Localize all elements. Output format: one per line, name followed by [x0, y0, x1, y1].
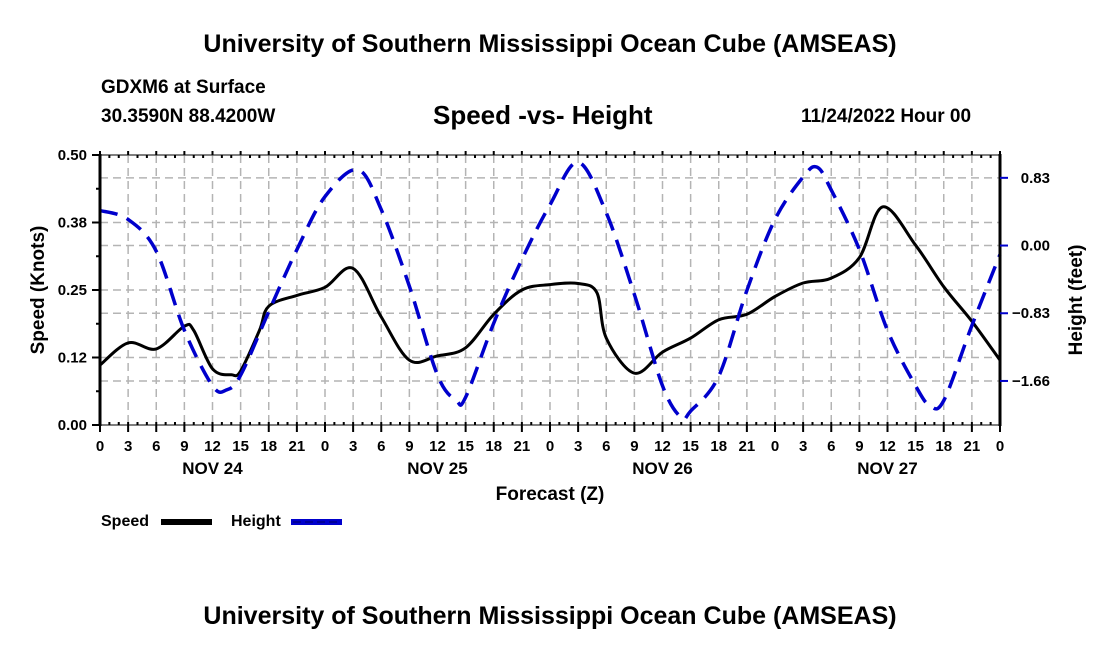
legend-swatch-height: [291, 519, 342, 525]
legend: Speed Height: [101, 513, 342, 530]
x-tick-label: 18: [935, 438, 952, 455]
x-tick-label: 21: [964, 438, 981, 455]
x-tick-label: 0: [771, 438, 779, 455]
x-axis-title: Forecast (Z): [496, 484, 605, 505]
x-tick-label: 21: [514, 438, 531, 455]
x-tick-label: 18: [485, 438, 502, 455]
coordinates-label: 30.3590N 88.4200W: [101, 106, 276, 127]
axis-labels: 0 3 6 9 12 15 18 21 0 3 6 9 12 15 18 21 0 3 6 9 12 15 18 21 0 3 6 9…: [28, 147, 1087, 505]
y-tick-label-right: −0.83: [1012, 305, 1050, 322]
legend-label-speed: Speed: [101, 513, 149, 530]
legend-label-height: Height: [231, 513, 281, 530]
axis-ticks: [92, 151, 1008, 432]
y-tick-label-right: 0.83: [1021, 170, 1050, 187]
y2-axis-title: Height (feet): [1066, 245, 1087, 356]
x-tick-label: 21: [289, 438, 306, 455]
x-tick-label: 15: [232, 438, 249, 455]
data-point-height: [356, 168, 360, 172]
x-tick-label: 9: [855, 438, 863, 455]
series-layer: [99, 160, 1002, 422]
x-tick-label: 3: [574, 438, 582, 455]
data-point-height: [454, 399, 458, 403]
station-label: GDXM6 at Surface: [101, 77, 266, 98]
data-point-height: [211, 384, 215, 388]
x-tick-label: 0: [996, 438, 1004, 455]
y-tick-label-right: 0.00: [1021, 238, 1050, 255]
series-line-speed: [99, 205, 1002, 378]
day-label: NOV 26: [632, 459, 692, 478]
y-tick-label-left: 0.00: [58, 417, 87, 434]
x-tick-label: 3: [124, 438, 132, 455]
x-tick-label: 15: [682, 438, 699, 455]
chart-title: Speed -vs- Height: [433, 100, 653, 130]
x-tick-label: 15: [907, 438, 924, 455]
data-point-height: [679, 416, 683, 420]
x-tick-label: 0: [546, 438, 554, 455]
x-tick-label: 9: [405, 438, 413, 455]
grid: [100, 155, 1000, 425]
x-tick-label: 0: [96, 438, 104, 455]
x-tick-label: 12: [204, 438, 221, 455]
x-tick-label: 3: [349, 438, 357, 455]
x-tick-label: 6: [377, 438, 385, 455]
y-tick-label-left: 0.50: [58, 147, 87, 164]
x-tick-label: 18: [260, 438, 277, 455]
footer-title: University of Southern Mississippi Ocean…: [203, 602, 897, 630]
x-tick-label: 6: [827, 438, 835, 455]
day-label: NOV 27: [857, 459, 917, 478]
y-tick-label-left: 0.25: [58, 282, 87, 299]
x-tick-label: 15: [457, 438, 474, 455]
x-tick-label: 18: [710, 438, 727, 455]
y-tick-label-right: −1.66: [1012, 373, 1050, 390]
x-tick-label: 6: [602, 438, 610, 455]
x-tick-label: 0: [321, 438, 329, 455]
series-line-height: [99, 160, 1002, 422]
x-tick-label: 9: [630, 438, 638, 455]
x-tick-label: 12: [879, 438, 896, 455]
y-tick-label-left: 0.38: [58, 215, 87, 232]
x-tick-label: 12: [429, 438, 446, 455]
x-tick-label: 21: [739, 438, 756, 455]
x-tick-label: 12: [654, 438, 671, 455]
y-axis-title: Speed (Knots): [28, 226, 49, 355]
day-label: NOV 25: [407, 459, 467, 478]
x-tick-label: 6: [152, 438, 160, 455]
main-title: University of Southern Mississippi Ocean…: [203, 30, 897, 58]
day-label: NOV 24: [182, 459, 243, 478]
forecast-date-label: 11/24/2022 Hour 00: [801, 106, 972, 127]
x-tick-label: 9: [180, 438, 188, 455]
y-tick-label-left: 0.12: [58, 350, 87, 367]
data-point-height: [928, 403, 932, 407]
x-tick-label: 3: [799, 438, 807, 455]
legend-swatch-speed: [161, 519, 212, 525]
data-point-height: [914, 384, 918, 388]
